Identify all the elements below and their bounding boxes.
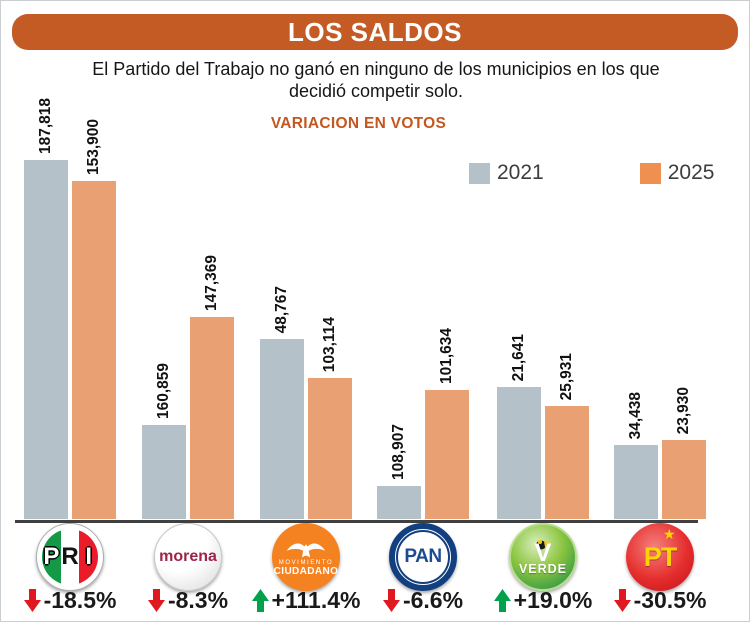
bar-value-pt-2021: 34,438 <box>627 391 644 439</box>
down-arrow-icon <box>147 588 165 612</box>
change-verde: +19.0% <box>483 585 603 615</box>
legend: 2021 2025 <box>469 161 714 185</box>
mc-logo-text-top: MOVIMIENTO <box>278 560 334 566</box>
bar-value-morena-2021: 160,859 <box>155 362 172 419</box>
star-icon: ★ <box>663 526 676 542</box>
pri-letter-i: I <box>85 543 93 570</box>
bar-value-mc-2025: 103,114 <box>321 316 338 372</box>
up-arrow-icon <box>251 588 269 612</box>
bar-pan-2025 <box>425 390 469 519</box>
page-title-banner: LOS SALDOS <box>12 14 738 50</box>
change-value-verde: +19.0% <box>513 586 593 613</box>
up-arrow-icon <box>493 588 511 612</box>
change-value-mc: +111.4% <box>271 586 361 613</box>
bar-value-verde-2021: 21,641 <box>510 333 527 381</box>
verde-v-mark: V <box>534 539 552 567</box>
bar-morena-2025 <box>190 317 234 519</box>
legend-swatch-2021 <box>469 162 490 184</box>
pri-letter-p: P <box>43 543 60 570</box>
bar-verde-2025 <box>545 406 589 519</box>
page-title: LOS SALDOS <box>287 16 462 47</box>
toucan-icon <box>536 540 553 550</box>
bar-pan-2021 <box>377 486 421 519</box>
morena-logo-text: morena <box>159 548 217 565</box>
bar-pri-2025 <box>72 181 116 519</box>
change-value-morena: -8.3% <box>167 586 229 613</box>
change-value-pan: -6.6% <box>402 586 464 613</box>
chart-title: VARIACION EN VOTOS <box>270 115 447 132</box>
legend-item-2021: 2021 <box>469 161 544 185</box>
pan-logo: PAN <box>389 523 457 591</box>
change-value-pri: -18.5% <box>43 586 117 613</box>
eagle-icon <box>286 543 326 558</box>
pan-logo-text: PAN <box>404 546 442 567</box>
legend-swatch-2025 <box>639 162 661 184</box>
change-pri: -18.5% <box>10 585 130 615</box>
change-pt: -30.5% <box>600 585 720 615</box>
bar-value-verde-2025: 25,931 <box>558 352 575 400</box>
verde-logo-text: VERDE <box>518 562 568 576</box>
bar-pri-2021 <box>24 160 68 519</box>
bar-value-pan-2025: 101,634 <box>438 327 455 384</box>
pri-flag-stripes: P R I <box>42 529 98 585</box>
bar-value-pt-2025: 23,930 <box>675 386 692 434</box>
change-morena: -8.3% <box>128 585 248 615</box>
change-pan: -6.6% <box>363 585 483 615</box>
bar-value-pri-2021: 187,818 <box>37 97 54 154</box>
change-mc: +111.4% <box>246 585 366 615</box>
legend-item-2025: 2025 <box>639 161 715 185</box>
pt-logo: ★ PT <box>626 523 694 591</box>
pt-logo-text: PT <box>643 541 678 572</box>
bar-morena-2021 <box>142 425 186 519</box>
bar-value-morena-2025: 147,369 <box>203 254 220 311</box>
verde-logo: V VERDE <box>509 523 577 591</box>
bar-pt-2025 <box>662 440 706 519</box>
bar-mc-2025 <box>308 378 352 519</box>
subtitle: El Partido del Trabajo no ganó en ningun… <box>92 59 660 101</box>
movimiento-ciudadano-logo: MOVIMIENTO CIUDADANO <box>272 523 340 591</box>
bar-value-mc-2021: 48,767 <box>273 285 290 333</box>
bar-value-pri-2025: 153,900 <box>85 118 102 175</box>
down-arrow-icon <box>613 588 631 612</box>
pri-letter-r: R <box>61 543 79 570</box>
down-arrow-icon <box>23 588 41 612</box>
down-arrow-icon <box>382 588 400 612</box>
morena-logo: morena <box>154 523 222 591</box>
legend-label-2025: 2025 <box>667 161 715 184</box>
x-axis-line <box>15 520 698 523</box>
bar-verde-2021 <box>497 387 541 519</box>
pri-logo: P R I <box>36 523 104 591</box>
bar-mc-2021 <box>260 339 304 519</box>
bar-value-pan-2021: 108,907 <box>390 423 407 480</box>
legend-label-2021: 2021 <box>497 161 544 184</box>
change-value-pt: -30.5% <box>633 586 707 613</box>
mc-logo-text-bottom: CIUDADANO <box>273 566 339 577</box>
bar-pt-2021 <box>614 445 658 519</box>
